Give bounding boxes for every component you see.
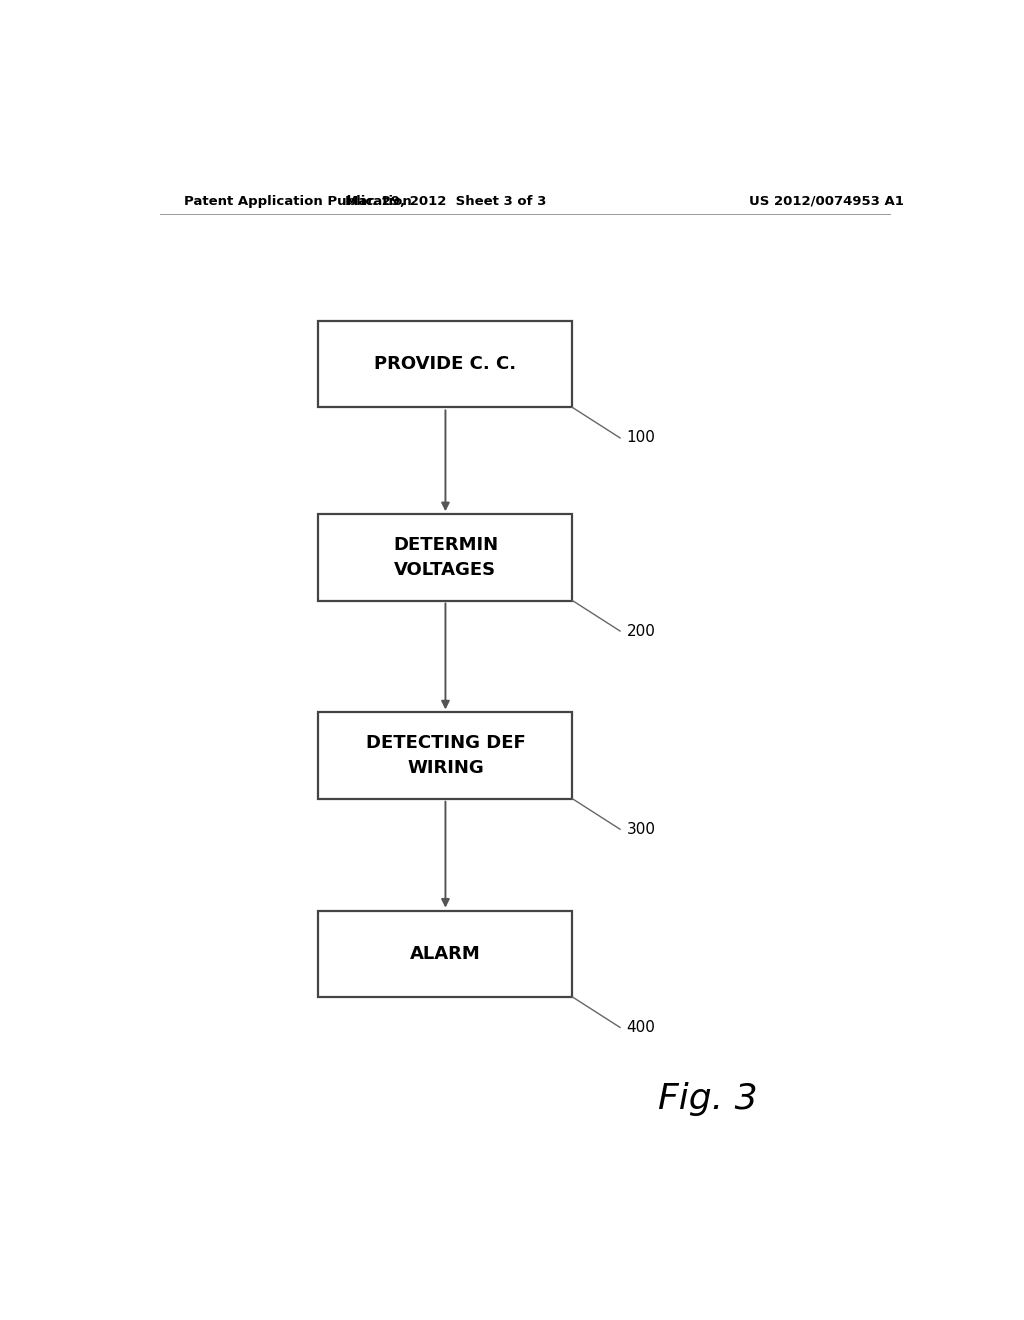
Text: US 2012/0074953 A1: US 2012/0074953 A1 [749, 194, 904, 207]
Text: ALARM: ALARM [410, 945, 481, 962]
Text: 200: 200 [627, 623, 655, 639]
Text: DETECTING DEF
WIRING: DETECTING DEF WIRING [366, 734, 525, 777]
Text: Patent Application Publication: Patent Application Publication [183, 194, 412, 207]
Text: Fig. 3: Fig. 3 [657, 1081, 757, 1115]
Bar [318, 515, 572, 601]
Text: 300: 300 [627, 822, 655, 837]
Bar [318, 911, 572, 997]
Text: 400: 400 [627, 1020, 655, 1035]
Text: PROVIDE C. C.: PROVIDE C. C. [375, 355, 516, 374]
Text: 100: 100 [627, 430, 655, 445]
Bar [318, 321, 572, 408]
Bar [318, 713, 572, 799]
Text: Mar. 29, 2012  Sheet 3 of 3: Mar. 29, 2012 Sheet 3 of 3 [345, 194, 546, 207]
Text: DETERMIN
VOLTAGES: DETERMIN VOLTAGES [393, 536, 498, 579]
